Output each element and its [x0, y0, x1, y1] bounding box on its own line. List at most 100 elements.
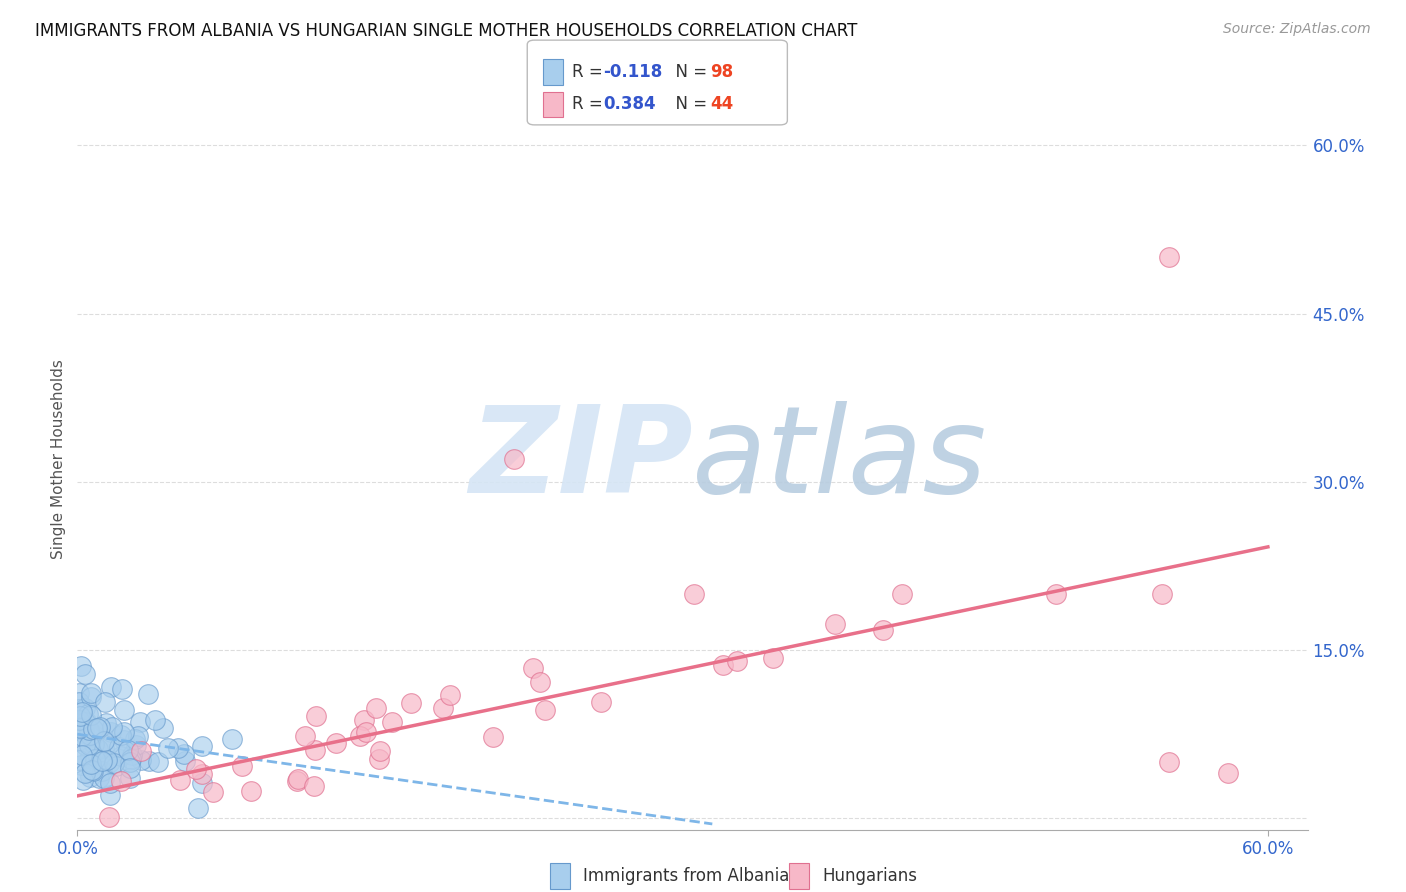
- Point: [129, 753, 152, 767]
- Point: [294, 729, 316, 743]
- Point: [79, 749, 101, 764]
- Point: [79, 690, 101, 705]
- Point: [534, 703, 557, 717]
- Point: [75, 765, 97, 780]
- Point: [72, 721, 94, 735]
- Point: [73, 723, 96, 738]
- Point: [98, 776, 121, 790]
- Point: [93, 740, 115, 755]
- Text: R =: R =: [572, 95, 609, 113]
- Point: [87, 723, 110, 737]
- Point: [112, 703, 135, 717]
- Point: [239, 784, 262, 798]
- Point: [72, 734, 94, 748]
- Point: [146, 755, 169, 769]
- Point: [79, 728, 101, 742]
- Point: [82, 722, 104, 736]
- Point: [98, 810, 121, 824]
- Point: [69, 757, 91, 772]
- Point: [231, 759, 253, 773]
- Point: [103, 756, 125, 771]
- Point: [166, 741, 188, 756]
- Point: [522, 661, 544, 675]
- Point: [121, 748, 143, 763]
- Point: [112, 732, 135, 747]
- Point: [110, 728, 132, 742]
- Point: [1045, 587, 1067, 601]
- Point: [67, 753, 90, 767]
- Point: [221, 731, 243, 746]
- Point: [101, 720, 124, 734]
- Point: [891, 587, 914, 601]
- Point: [70, 729, 93, 743]
- Point: [79, 770, 101, 784]
- Point: [157, 740, 180, 755]
- Point: [120, 752, 142, 766]
- Text: N =: N =: [665, 95, 713, 113]
- Point: [367, 751, 389, 765]
- Point: [725, 654, 748, 668]
- Point: [191, 739, 214, 754]
- Point: [432, 701, 454, 715]
- Point: [67, 696, 90, 710]
- Point: [381, 715, 404, 730]
- Point: [72, 718, 94, 732]
- Point: [69, 720, 91, 734]
- Point: [83, 728, 105, 742]
- Point: [354, 725, 377, 739]
- Point: [94, 715, 117, 730]
- Point: [112, 725, 135, 739]
- Point: [1157, 756, 1180, 770]
- Point: [80, 763, 103, 777]
- Point: [304, 743, 326, 757]
- Point: [366, 701, 388, 715]
- Point: [89, 719, 111, 733]
- Point: [84, 752, 107, 766]
- Text: 98: 98: [710, 63, 733, 81]
- Point: [79, 756, 101, 771]
- Point: [73, 725, 96, 739]
- Point: [110, 774, 132, 789]
- Point: [111, 681, 134, 696]
- Point: [711, 657, 734, 672]
- Point: [173, 754, 195, 768]
- Point: [762, 651, 785, 665]
- Text: Immigrants from Albania: Immigrants from Albania: [583, 867, 790, 885]
- Point: [191, 767, 214, 781]
- Point: [143, 714, 166, 728]
- Point: [285, 773, 308, 788]
- Y-axis label: Single Mother Households: Single Mother Households: [51, 359, 66, 559]
- Point: [77, 723, 100, 737]
- Point: [353, 714, 375, 728]
- Text: R =: R =: [572, 63, 609, 81]
- Point: [80, 686, 103, 700]
- Point: [129, 715, 152, 730]
- Point: [138, 754, 160, 768]
- Point: [70, 705, 93, 719]
- Point: [72, 773, 94, 788]
- Point: [287, 772, 309, 786]
- Point: [125, 738, 148, 752]
- Point: [79, 729, 101, 743]
- Point: [83, 737, 105, 751]
- Point: [69, 709, 91, 723]
- Point: [75, 715, 97, 730]
- Point: [86, 741, 108, 756]
- Point: [70, 658, 93, 673]
- Point: [67, 713, 90, 727]
- Point: [69, 721, 91, 735]
- Point: [173, 747, 195, 762]
- Point: [69, 686, 91, 700]
- Text: 0.384: 0.384: [603, 95, 655, 113]
- Point: [129, 744, 152, 758]
- Point: [202, 785, 225, 799]
- Point: [302, 779, 325, 793]
- Point: [77, 738, 100, 752]
- Point: [98, 756, 121, 770]
- Text: ZIP: ZIP: [468, 401, 693, 518]
- Point: [110, 748, 132, 763]
- Point: [184, 762, 207, 776]
- Point: [304, 708, 326, 723]
- Point: [67, 716, 90, 731]
- Point: [118, 756, 141, 770]
